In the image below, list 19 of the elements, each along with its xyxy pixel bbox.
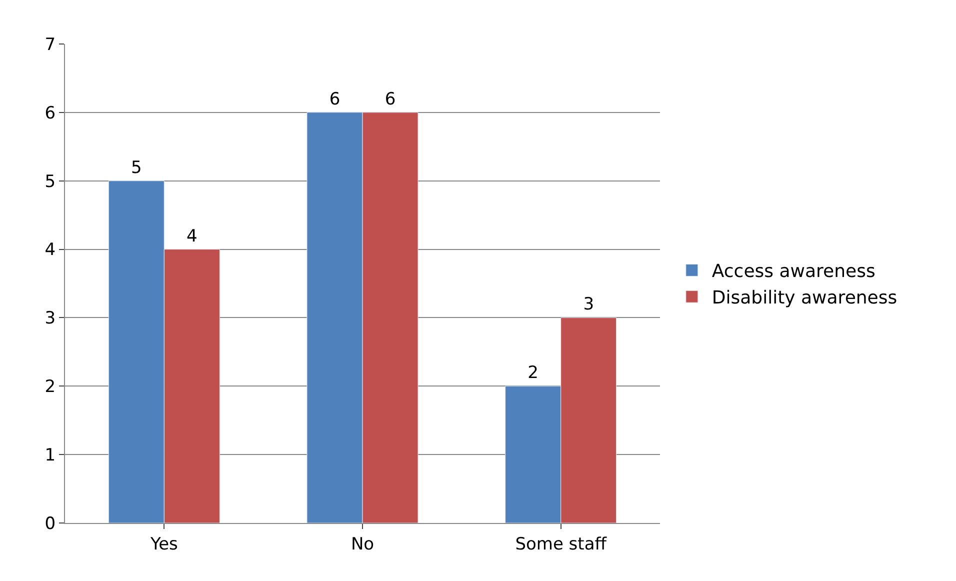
y-tick-label: 6 [44, 103, 56, 124]
y-tick-label: 1 [44, 446, 56, 466]
legend-label: Disability awareness [712, 288, 898, 309]
data-label: 6 [384, 89, 396, 110]
y-tick-label: 3 [44, 308, 56, 329]
x-tick-label: Yes [149, 534, 178, 554]
y-tick-label: 7 [44, 34, 56, 55]
data-label: 3 [583, 294, 594, 315]
data-label: 2 [528, 363, 538, 384]
x-tick-label: Some staff [515, 534, 608, 554]
x-tick-label: No [350, 534, 374, 554]
legend-label: Access awareness [712, 261, 876, 282]
data-label: 6 [329, 89, 340, 110]
data-label: 4 [186, 226, 198, 246]
y-tick-label: 4 [44, 240, 56, 260]
y-tick-label: 5 [44, 172, 56, 192]
data-label: 5 [130, 158, 142, 178]
y-tick-label: 2 [44, 377, 56, 398]
y-tick-label: 0 [44, 514, 56, 534]
